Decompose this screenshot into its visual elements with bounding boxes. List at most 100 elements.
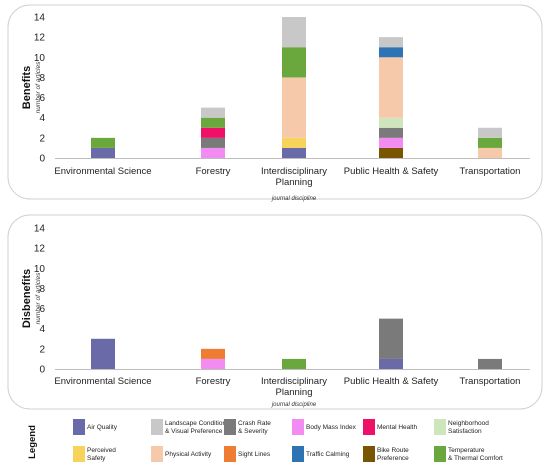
x-tick-label: Transportation <box>460 376 521 387</box>
y-tick-label: 14 <box>34 224 46 235</box>
bar-segment-crash-rate-and-severity-public-health-and-safety <box>379 318 403 359</box>
bar-segment-landscape-condition-and-visual-preference-transportation <box>478 127 502 138</box>
y-tick-label: 6 <box>39 304 45 315</box>
y-tick-label: 0 <box>39 365 45 376</box>
bar-segment-neighborhood-satisfaction-public-health-and-safety <box>379 117 403 128</box>
y-axis-title: Benefits <box>21 66 33 109</box>
benefits-panel <box>7 4 543 200</box>
legend-swatch-physical <box>151 446 163 462</box>
y-axis-title: Disbenefits <box>21 269 33 328</box>
bar-segment-landscape-condition-and-visual-preference-forestry <box>201 107 225 118</box>
disbenefits-chart: 0 2 4 6 8 10 12 14 Disbenefits number of articles… <box>21 224 530 408</box>
bar-segment-traffic-calming-public-health-and-safety <box>379 47 403 58</box>
x-tick-label: Public Health & Safety <box>344 166 439 177</box>
y-tick-label: 10 <box>34 53 46 64</box>
y-tick-label: 4 <box>39 324 45 335</box>
legend-label-bmi: Body Mass Index <box>306 424 357 431</box>
bar-segment-temperature-and-thermal-comfort-transportation <box>478 137 502 148</box>
bar-segment-perceived-safety-interdisciplinary-planning <box>282 137 306 148</box>
legend-swatch-landscape <box>151 419 163 435</box>
legend-label-mental: Mental Health <box>377 424 417 431</box>
disbenefits-panel <box>7 214 543 410</box>
legend-item-air_quality: Air Quality <box>73 419 118 435</box>
bar-segment-landscape-condition-and-visual-preference-interdisciplinary-planning <box>282 17 306 48</box>
bar-segment-temperature-and-thermal-comfort-interdisciplinary-planning <box>282 358 306 369</box>
legend-label-neighborhood: Neighborhood Satisfaction <box>448 420 489 435</box>
legend-swatch-bmi <box>292 419 304 435</box>
x-tick-label: Interdisciplinary Planning <box>261 376 327 398</box>
x-tick-label: Interdisciplinary Planning <box>261 166 327 188</box>
bar-segment-crash-rate-and-severity-public-health-and-safety <box>379 127 403 138</box>
legend-item-crash: Crash Rate & Severity <box>224 419 271 435</box>
legend-label-physical: Physical Activity <box>165 451 212 458</box>
legend-label-air_quality: Air Quality <box>87 424 118 431</box>
legend: Legend Air Quality Landscape Condition & Vi… <box>27 419 503 462</box>
y-tick-label: 12 <box>34 33 46 44</box>
legend-label-perceived: Perceived Safety <box>87 447 116 462</box>
legend-label-landscape: Landscape Condition & Visual Preference <box>165 420 226 435</box>
bar-segment-crash-rate-and-severity-forestry <box>201 137 225 148</box>
x-tick-label: Forestry <box>196 166 231 177</box>
legend-swatch-crash <box>224 419 236 435</box>
y-axis-subtitle: number of articles <box>35 272 42 324</box>
legend-item-temperature: Temperature & Thermal Comfort <box>434 446 503 462</box>
bar-segment-body-mass-index-public-health-and-safety <box>379 137 403 148</box>
x-tick-label: Environmental Science <box>54 166 151 177</box>
benefits-chart: 0 2 4 6 8 10 12 14 Benefits number of articles Env… <box>21 13 530 202</box>
bar-segment-air-quality-environmental-science <box>91 147 115 158</box>
y-tick-label: 8 <box>39 73 45 84</box>
bar-segment-physical-activity-public-health-and-safety <box>379 57 403 118</box>
bar-segment-temperature-and-thermal-comfort-interdisciplinary-planning <box>282 47 306 78</box>
legend-swatch-perceived <box>73 446 85 462</box>
x-tick-label: Environmental Science <box>54 376 151 387</box>
legend-item-bike: Bike Route Preference <box>363 446 409 462</box>
legend-item-traffic: Traffic Calming <box>292 446 350 462</box>
legend-item-bmi: Body Mass Index <box>292 419 357 435</box>
legend-item-sight: Sight Lines <box>224 446 271 462</box>
bar-segment-body-mass-index-forestry <box>201 358 225 369</box>
legend-label-traffic: Traffic Calming <box>306 451 350 458</box>
legend-swatch-bike <box>363 446 375 462</box>
legend-item-perceived: Perceived Safety <box>73 446 116 462</box>
legend-item-physical: Physical Activity <box>151 446 212 462</box>
legend-swatch-temperature <box>434 446 446 462</box>
legend-item-mental: Mental Health <box>363 419 417 435</box>
y-tick-label: 0 <box>39 154 45 165</box>
legend-title: Legend <box>27 425 38 459</box>
x-tick-label: Forestry <box>196 376 231 387</box>
bar-segment-air-quality-interdisciplinary-planning <box>282 147 306 158</box>
bar-segment-temperature-and-thermal-comfort-environmental-science <box>91 137 115 148</box>
legend-swatch-neighborhood <box>434 419 446 435</box>
x-tick-label: Transportation <box>460 166 521 177</box>
x-tick-label: Public Health & Safety <box>344 376 439 387</box>
y-tick-label: 12 <box>34 244 46 255</box>
bar-segment-physical-activity-transportation <box>478 147 502 158</box>
legend-swatch-traffic <box>292 446 304 462</box>
bar-segment-body-mass-index-forestry <box>201 147 225 158</box>
bar-segment-bike-route-preference-public-health-and-safety <box>379 147 403 158</box>
legend-label-temperature: Temperature & Thermal Comfort <box>448 447 503 462</box>
legend-label-bike: Bike Route Preference <box>377 447 409 462</box>
y-tick-label: 2 <box>39 344 45 355</box>
legend-swatch-mental <box>363 419 375 435</box>
bar-segment-air-quality-public-health-and-safety <box>379 358 403 369</box>
x-axis-title: journal discipline <box>271 402 317 408</box>
bar-segment-physical-activity-interdisciplinary-planning <box>282 77 306 138</box>
bar-segment-crash-rate-and-severity-transportation <box>478 358 502 369</box>
bar-segment-temperature-and-thermal-comfort-forestry <box>201 117 225 128</box>
y-tick-label: 8 <box>39 284 45 295</box>
legend-swatch-air_quality <box>73 419 85 435</box>
legend-item-landscape: Landscape Condition & Visual Preference <box>151 419 226 435</box>
y-tick-label: 10 <box>34 264 46 275</box>
y-tick-label: 2 <box>39 133 45 144</box>
x-axis-title: journal discipline <box>271 196 317 202</box>
y-axis-subtitle: number of articles <box>35 61 42 113</box>
bar-segment-sight-lines-forestry <box>201 348 225 359</box>
y-tick-label: 4 <box>39 113 45 124</box>
bar-segment-air-quality-environmental-science <box>91 338 115 369</box>
legend-label-sight: Sight Lines <box>238 451 271 458</box>
legend-swatch-sight <box>224 446 236 462</box>
y-tick-label: 6 <box>39 93 45 104</box>
legend-item-neighborhood: Neighborhood Satisfaction <box>434 419 489 435</box>
